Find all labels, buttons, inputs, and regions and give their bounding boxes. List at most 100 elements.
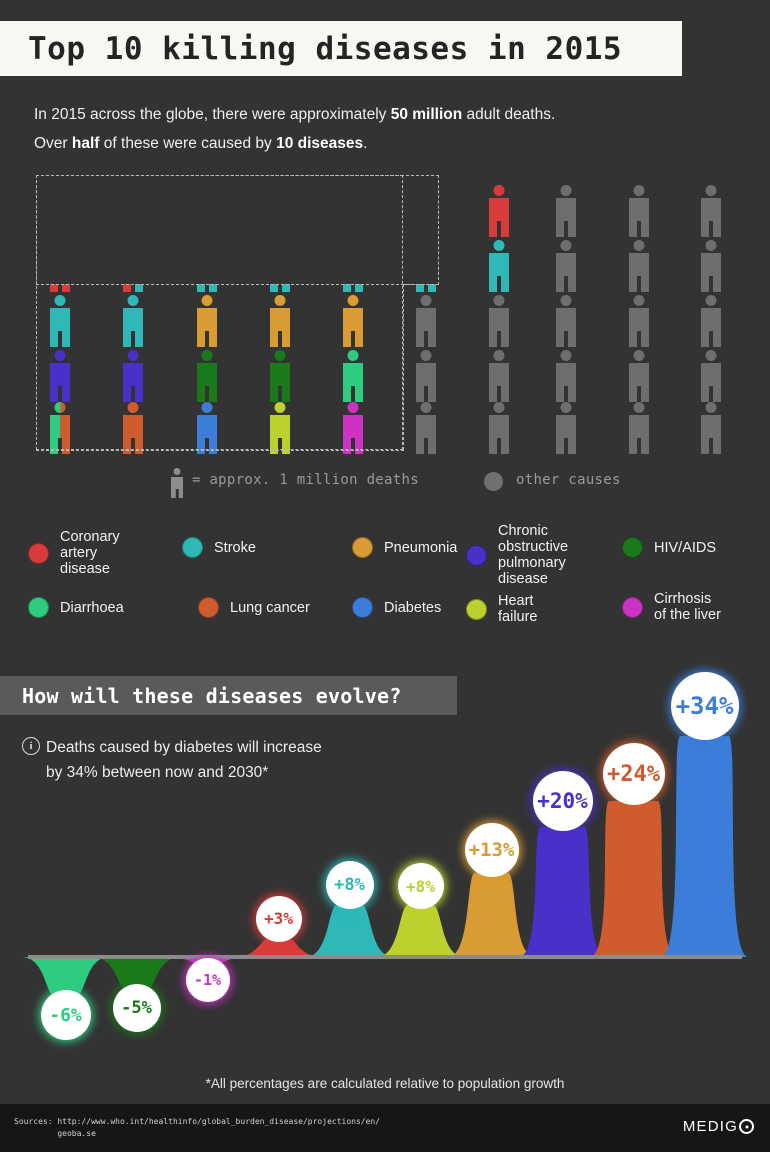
legend-item-label: Chronic obstructive pulmonary disease: [498, 523, 569, 587]
legend-item-label: Lung cancer: [230, 599, 310, 616]
legend-color-dot-icon: [622, 596, 643, 618]
person-icon-other: [488, 350, 510, 402]
legend-item[interactable]: Cirrhosis of the liver: [622, 591, 721, 623]
selection-outline-segment: [36, 175, 37, 450]
percent-bubble[interactable]: +8%: [397, 863, 444, 909]
section2-title: How will these diseases evolve?: [22, 683, 402, 708]
selection-outline-segment: [36, 450, 404, 451]
curve-1: [21, 957, 110, 996]
person-icon: [122, 350, 144, 402]
person-icon-other: [700, 402, 722, 454]
intro-line-2: Over half of these were caused by 10 dis…: [34, 129, 734, 158]
curve-6: [376, 905, 465, 957]
legend-item[interactable]: Chronic obstructive pulmonary disease: [466, 523, 568, 587]
person-icon-other: [628, 402, 650, 454]
legend-color-dot-icon: [352, 597, 373, 618]
person-icon: [196, 295, 218, 347]
chart-baseline: [28, 955, 742, 959]
percent-bubble[interactable]: +13%: [464, 822, 519, 877]
legend-color-dot-icon: [466, 544, 487, 566]
person-icon: [122, 402, 144, 454]
key-person-icon: [170, 468, 184, 498]
person-icon-other: [415, 402, 437, 454]
legend-item-label: Diarrhoea: [60, 599, 124, 616]
key-unit-label: = approx. 1 million deaths: [192, 472, 419, 488]
legend-color-dot-icon: [28, 597, 49, 618]
legend-item[interactable]: Heart failure: [466, 593, 538, 625]
person-icon: [269, 295, 291, 347]
person-icon: [49, 295, 71, 347]
intro-paragraph: In 2015 across the globe, there were app…: [34, 100, 734, 158]
person-icon-other: [415, 295, 437, 347]
intro-line2-bold1: half: [71, 135, 100, 152]
other-causes-dot-icon: [484, 472, 503, 491]
legend-item-label: Heart failure: [498, 593, 538, 625]
selection-outline-segment: [403, 284, 439, 285]
person-icon-other: [628, 185, 650, 237]
legend-item[interactable]: Pneumonia: [352, 537, 457, 558]
curve-2: [92, 957, 181, 990]
person-icon-other: [628, 295, 650, 347]
person-icon-other: [488, 402, 510, 454]
info-icon: i: [22, 737, 40, 755]
person-icon: [49, 350, 71, 402]
person-icon: [342, 402, 364, 454]
pictogram-key: = approx. 1 million deaths other causes: [0, 468, 770, 498]
intro-line2-part3: .: [363, 135, 368, 152]
legend-item-label: HIV/AIDS: [654, 539, 717, 556]
person-icon-other: [555, 295, 577, 347]
person-icon-other: [628, 350, 650, 402]
legend-color-dot-icon: [198, 597, 219, 618]
legend-color-dot-icon: [352, 537, 373, 558]
legend-item[interactable]: Stroke: [182, 537, 256, 558]
legend-item[interactable]: HIV/AIDS: [622, 537, 716, 558]
intro-line1-part1: In 2015 across the globe, there were app…: [34, 106, 391, 123]
percent-bubble[interactable]: +3%: [255, 895, 302, 942]
curve-10: [660, 736, 749, 957]
brand-logo: MEDIG: [683, 1118, 754, 1135]
person-icon-other: [415, 350, 437, 402]
percent-bubble[interactable]: -5%: [112, 983, 161, 1032]
person-icon: [122, 295, 144, 347]
selection-outline-segment: [403, 284, 404, 450]
person-icon-other: [700, 295, 722, 347]
percent-bubble[interactable]: +34%: [670, 672, 739, 740]
person-icon: [196, 350, 218, 402]
person-icon: [269, 350, 291, 402]
legend-item[interactable]: Coronary artery disease: [28, 529, 120, 577]
legend-item-label: Stroke: [214, 539, 256, 556]
intro-line2-part1: Over: [34, 135, 72, 152]
legend-item-label: Coronary artery disease: [60, 529, 120, 577]
intro-line2-bold2: 10 diseases: [276, 135, 364, 152]
legend-item[interactable]: Diabetes: [352, 597, 441, 618]
legend-color-dot-icon: [466, 598, 487, 620]
percent-bubble[interactable]: +8%: [325, 861, 374, 909]
curve-9: [589, 801, 678, 957]
legend-item[interactable]: Lung cancer: [198, 597, 310, 618]
person-icon-other: [488, 295, 510, 347]
person-icon: [342, 350, 364, 402]
percent-bubble[interactable]: +20%: [532, 771, 593, 831]
intro-line2-part2: of these were caused by: [99, 135, 277, 152]
disease-legend: Coronary artery disease Stroke Pneumonia Ch…: [0, 515, 770, 640]
curve-7: [447, 872, 536, 957]
selection-outline-segment: [438, 175, 439, 285]
page-title: Top 10 killing diseases in 2015: [28, 30, 623, 67]
person-icon-other: [555, 185, 577, 237]
pictogram-grid: [0, 170, 770, 460]
person-icon-other: [555, 350, 577, 402]
person-icon: [488, 185, 510, 237]
page-footer: Sources: http://www.who.int/healthinfo/g…: [0, 1104, 770, 1152]
person-icon: [488, 240, 510, 292]
projection-curves-chart: -6% -5% -1% +3% +8% +8% +13% +20% +24% +34%: [0, 660, 770, 1060]
percent-bubble[interactable]: -6%: [40, 990, 91, 1040]
person-icon: [269, 402, 291, 454]
person-icon-other: [700, 240, 722, 292]
percent-bubble[interactable]: -1%: [185, 957, 230, 1002]
legend-item[interactable]: Diarrhoea: [28, 597, 124, 618]
person-icon-other: [700, 350, 722, 402]
curve-5: [305, 905, 394, 957]
percent-bubble[interactable]: +24%: [602, 743, 665, 805]
person-icon-other: [555, 240, 577, 292]
